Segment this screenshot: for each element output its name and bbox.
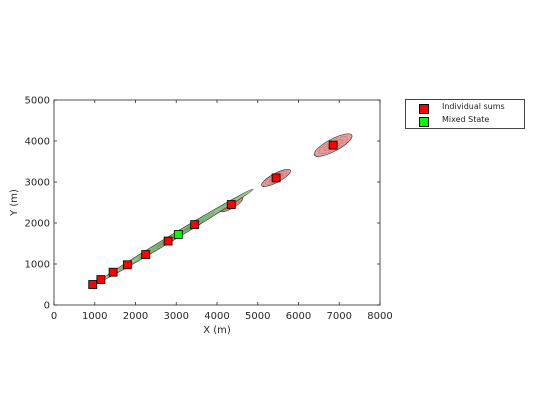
individual-sum-point: [141, 250, 151, 259]
x-tick-label: 4000: [204, 311, 229, 322]
legend-item-individual-sums: Individual sums: [406, 101, 524, 115]
individual-sum-point: [122, 260, 132, 270]
y-axis-ticks: 0 1000 2000 3000 4000 5000: [25, 96, 380, 312]
x-tick-label: 1000: [82, 311, 107, 322]
x-tick-label: 0: [51, 311, 57, 322]
individual-sum-point: [88, 280, 98, 289]
legend-label-mixed-state: Mixed State: [442, 115, 490, 124]
legend: Individual sums Mixed State: [405, 99, 525, 129]
legend-item-mixed-state: Mixed State: [406, 114, 524, 128]
legend-label-individual-sums: Individual sums: [442, 102, 505, 111]
x-axis-ticks: 0 1000 2000 3000 4000 5000 6000 7000 8000: [51, 100, 393, 322]
y-tick-label: 0: [44, 301, 50, 312]
y-tick-label: 4000: [25, 137, 50, 148]
x-tick-label: 3000: [164, 311, 189, 322]
x-axis-label: X (m): [203, 325, 231, 336]
individual-sum-point: [271, 173, 281, 183]
ellipse-mesh-spoke: [176, 204, 232, 236]
legend-swatch-individual-sums: [419, 104, 429, 114]
individual-sum-point: [108, 267, 118, 277]
individual-sum-point: [226, 200, 236, 209]
individual-sum-point: [96, 275, 106, 284]
legend-swatch-mixed-state: [419, 117, 429, 127]
x-tick-label: 8000: [367, 311, 392, 322]
axes-frame: [53, 99, 381, 306]
ellipse-mesh-spoke: [176, 191, 247, 236]
y-tick-label: 5000: [25, 96, 50, 107]
individual-sum-point: [328, 140, 338, 150]
data-markers: [88, 140, 338, 289]
x-tick-label: 5000: [245, 311, 270, 322]
x-tick-label: 2000: [123, 311, 148, 322]
ellipse-mesh-spoke: [176, 200, 230, 236]
ellipse-mesh-spoke: [176, 189, 254, 236]
individual-sum-point: [190, 220, 199, 230]
x-tick-label: 7000: [327, 311, 352, 322]
y-tick-label: 2000: [25, 219, 50, 230]
y-tick-label: 3000: [25, 178, 50, 189]
y-tick-label: 1000: [25, 260, 50, 271]
y-axis-label: Y (m): [9, 189, 20, 217]
ellipse-mesh-spoke: [176, 193, 248, 236]
mixed-state-point: [173, 230, 183, 239]
x-tick-label: 6000: [286, 311, 311, 322]
individual-sum-point: [163, 236, 173, 246]
